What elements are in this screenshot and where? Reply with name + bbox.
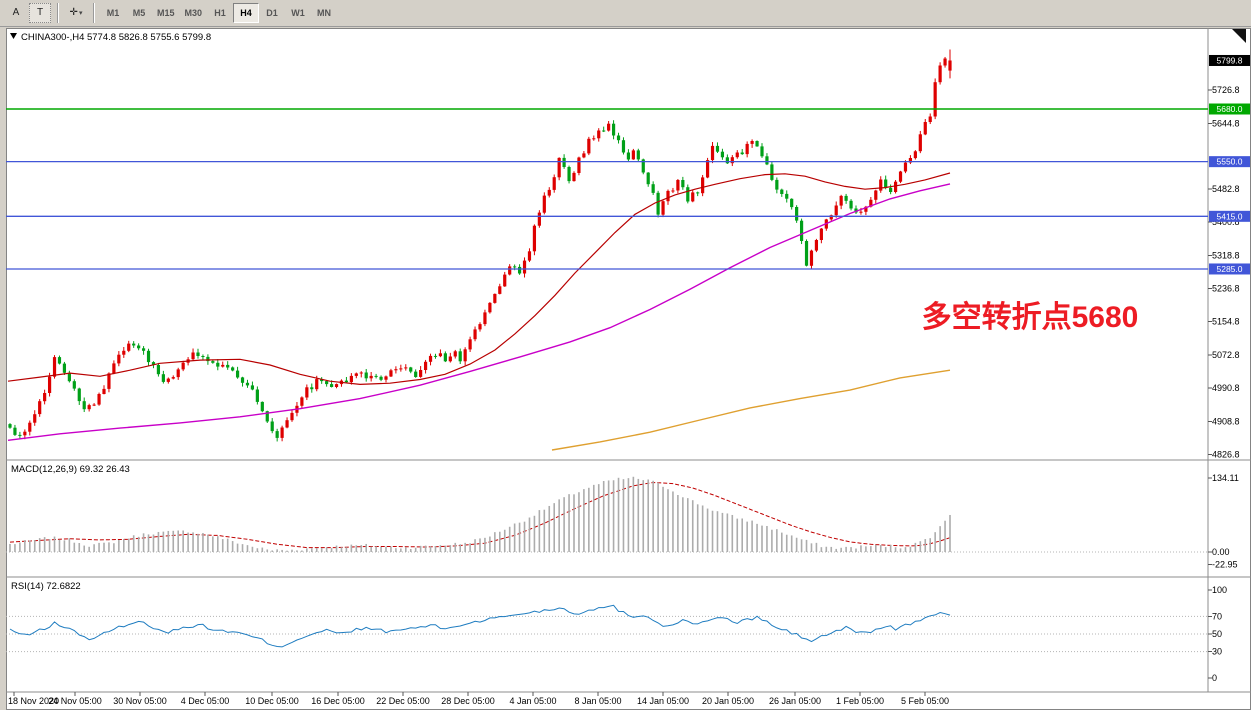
horizontal-lines (6, 108, 1208, 270)
svg-text:14 Jan 05:00: 14 Jan 05:00 (637, 696, 689, 706)
price-level-badge: 5680.0 (1209, 103, 1250, 115)
panel-frame (6, 28, 1251, 710)
chart-title: CHINA300-,H4 5774.8 5826.8 5755.6 5799.8 (21, 32, 211, 43)
svg-text:5318.8: 5318.8 (1212, 250, 1240, 260)
ma-fast-line (7, 172, 951, 386)
candles-layer (8, 49, 952, 442)
rsi-axis[interactable]: 100 70 50 30 0 (1208, 585, 1227, 683)
ma-mid-line (7, 183, 951, 441)
svg-text:4908.8: 4908.8 (1212, 416, 1240, 426)
svg-text:5726.8: 5726.8 (1212, 85, 1240, 95)
svg-text:18 Nov 2020: 18 Nov 2020 (8, 696, 59, 706)
toolbar: A T ✛▾ M1 M5 M15 M30 H1 H4 D1 W1 MN (0, 0, 1251, 27)
price-level-badge: 5415.0 (1209, 210, 1250, 222)
crosshair-icon: ✛ (69, 7, 78, 18)
rsi-label: RSI(14) 72.6822 (11, 581, 81, 592)
price-level-badge: 5550.0 (1209, 156, 1250, 168)
price-level-badge: 5285.0 (1209, 263, 1250, 275)
symbol-dropdown-icon (10, 33, 17, 39)
cursor-tool-button[interactable]: A (5, 3, 27, 23)
svg-text:1 Feb 05:00: 1 Feb 05:00 (836, 696, 884, 706)
svg-text:5680.0: 5680.0 (1217, 104, 1243, 114)
svg-text:4990.8: 4990.8 (1212, 383, 1240, 393)
svg-text:5550.0: 5550.0 (1217, 157, 1243, 167)
svg-text:5644.8: 5644.8 (1212, 118, 1240, 128)
svg-text:-22.95: -22.95 (1212, 560, 1238, 570)
rsi-panel[interactable] (6, 604, 1208, 653)
svg-text:4 Dec 05:00: 4 Dec 05:00 (181, 696, 230, 706)
svg-text:0: 0 (1212, 673, 1217, 683)
svg-text:5 Feb 05:00: 5 Feb 05:00 (901, 696, 949, 706)
svg-text:134.11: 134.11 (1212, 473, 1239, 483)
toolbar-separator (57, 3, 59, 23)
svg-text:5482.8: 5482.8 (1212, 184, 1240, 194)
svg-text:0.00: 0.00 (1212, 547, 1230, 557)
svg-text:100: 100 (1212, 585, 1227, 595)
svg-text:28 Dec 05:00: 28 Dec 05:00 (441, 696, 495, 706)
chart-shift-marker-icon (1232, 29, 1246, 43)
timeframe-button-m1[interactable]: M1 (100, 3, 126, 23)
timeframe-button-w1[interactable]: W1 (285, 3, 311, 23)
macd-signal-line (9, 481, 951, 549)
timeframe-button-m15[interactable]: M15 (152, 3, 180, 23)
svg-text:4 Jan 05:00: 4 Jan 05:00 (509, 696, 556, 706)
svg-text:5285.0: 5285.0 (1217, 264, 1243, 274)
timeframe-button-h1[interactable]: H1 (207, 3, 233, 23)
svg-text:16 Dec 05:00: 16 Dec 05:00 (311, 696, 365, 706)
current-price-badge: 5799.8 (1209, 54, 1250, 66)
svg-text:24 Nov 05:00: 24 Nov 05:00 (48, 696, 102, 706)
svg-text:5799.8: 5799.8 (1217, 55, 1243, 65)
svg-text:5415.0: 5415.0 (1217, 211, 1243, 221)
svg-text:5072.8: 5072.8 (1212, 350, 1240, 360)
ma-slow-line (551, 369, 951, 451)
macd-label: MACD(12,26,9) 69.32 26.43 (11, 464, 130, 475)
timeframe-button-m5[interactable]: M5 (126, 3, 152, 23)
svg-text:70: 70 (1212, 611, 1222, 621)
svg-text:30: 30 (1212, 647, 1222, 657)
timeframe-button-mn[interactable]: MN (311, 3, 337, 23)
svg-text:30 Nov 05:00: 30 Nov 05:00 (113, 696, 167, 706)
moving-averages (7, 172, 951, 451)
timeframe-button-m30[interactable]: M30 (180, 3, 208, 23)
svg-text:50: 50 (1212, 629, 1222, 639)
chart-canvas[interactable]: 5726.8 5644.8 5482.8 5400.8 5318.8 5236.8 5154… (6, 28, 1251, 710)
svg-text:4826.8: 4826.8 (1212, 450, 1240, 460)
svg-text:10 Dec 05:00: 10 Dec 05:00 (245, 696, 299, 706)
timeframe-button-d1[interactable]: D1 (259, 3, 285, 23)
svg-text:26 Jan 05:00: 26 Jan 05:00 (769, 696, 821, 706)
svg-text:5236.8: 5236.8 (1212, 283, 1240, 293)
macd-histogram (9, 476, 951, 552)
timeframe-button-h4[interactable]: H4 (233, 3, 260, 23)
macd-panel[interactable] (6, 481, 1208, 553)
timeframe-button-group: M1 M5 M15 M30 H1 H4 D1 W1 MN (100, 3, 337, 23)
text-tool-button[interactable]: T (29, 3, 51, 23)
toolbar-separator (93, 3, 95, 23)
chevron-down-icon: ▾ (78, 10, 83, 17)
price-axis[interactable]: 5726.8 5644.8 5482.8 5400.8 5318.8 5236.8 5154… (1208, 85, 1240, 460)
crosshair-tool-button[interactable]: ✛▾ (65, 3, 87, 23)
decorations (10, 29, 1246, 43)
rsi-line (9, 604, 951, 648)
macd-axis[interactable]: 134.11 0.00 -22.95 (1208, 473, 1239, 570)
chart-window[interactable]: 5726.8 5644.8 5482.8 5400.8 5318.8 5236.8 5154… (6, 28, 1251, 710)
svg-text:5400.8: 5400.8 (1212, 217, 1240, 227)
svg-text:22 Dec 05:00: 22 Dec 05:00 (376, 696, 430, 706)
svg-text:5154.8: 5154.8 (1212, 317, 1240, 327)
svg-text:8 Jan 05:00: 8 Jan 05:00 (574, 696, 621, 706)
svg-text:20 Jan 05:00: 20 Jan 05:00 (702, 696, 754, 706)
chart-annotation-text: 多空转折点5680 (922, 301, 1139, 334)
